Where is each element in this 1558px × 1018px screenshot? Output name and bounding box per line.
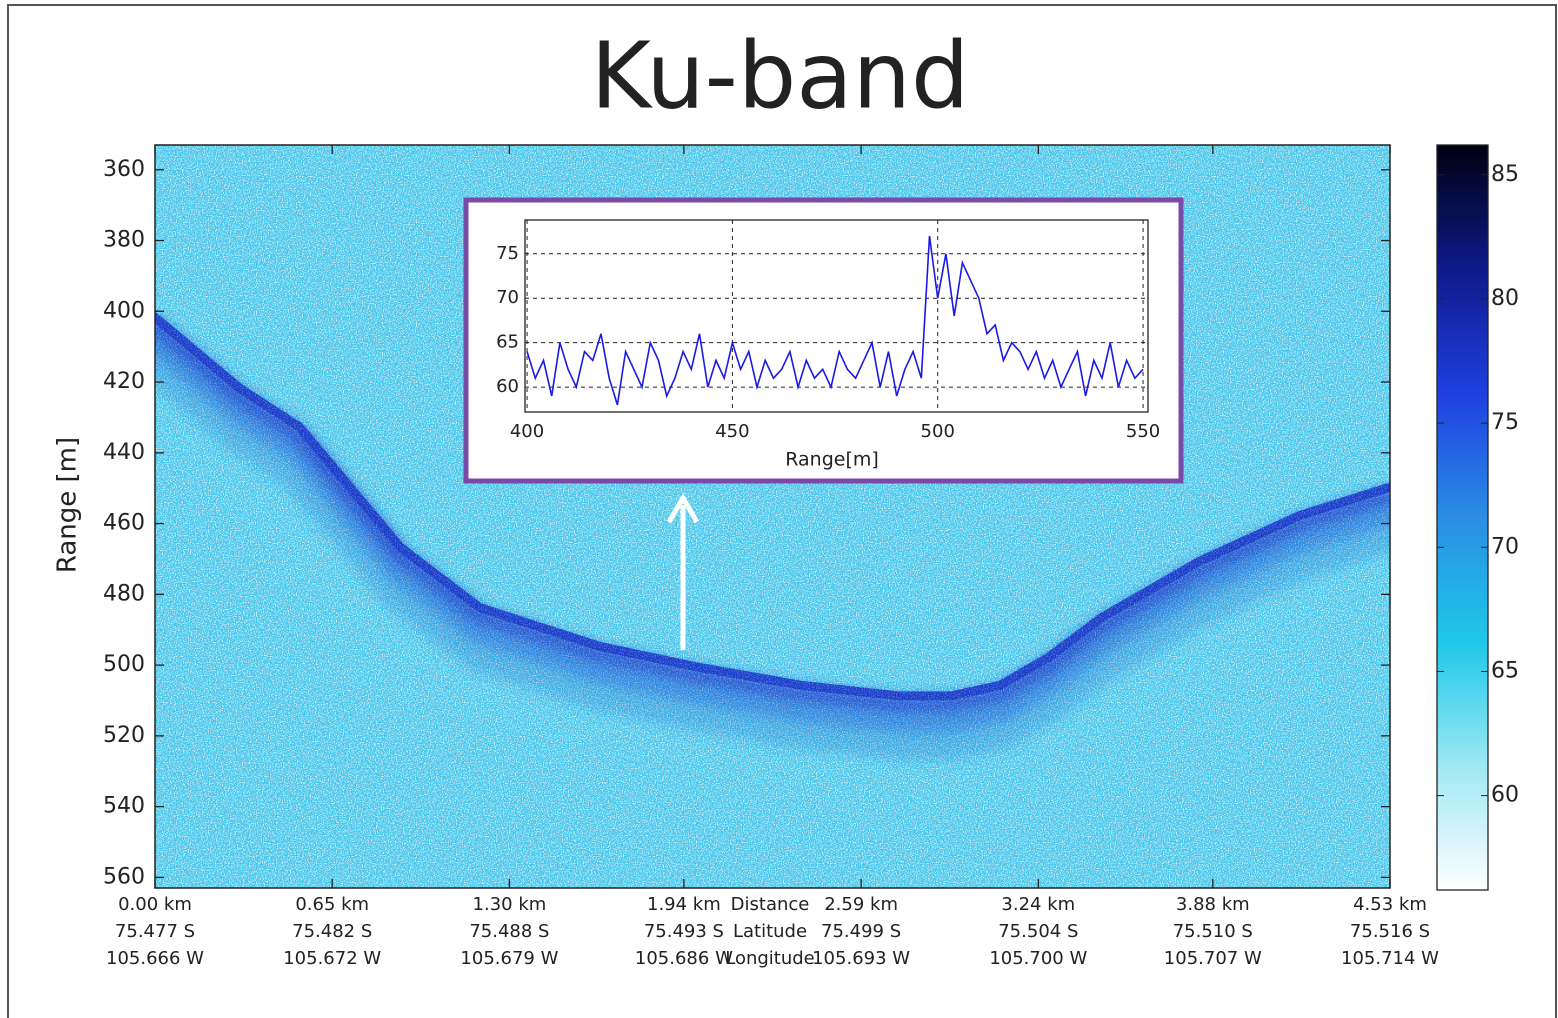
x-tick-label: 0.65 km: [295, 894, 369, 915]
row-label: Latitude: [733, 921, 807, 942]
longitude-label: 105.707 W: [1164, 948, 1262, 969]
longitude-label: 105.714 W: [1341, 948, 1439, 969]
chart-title: Ku-band: [591, 22, 970, 129]
inset-x-tick-label: 500: [921, 421, 955, 442]
row-label: Distance: [731, 894, 810, 915]
colorbar-tick-label: 85: [1491, 162, 1519, 187]
inset-x-tick-label: 450: [715, 421, 749, 442]
inset-y-tick-label: 70: [496, 287, 519, 308]
inset-x-axis-label: Range[m]: [785, 449, 879, 471]
latitude-label: 75.510 S: [1173, 921, 1253, 942]
colorbar-tick-label: 60: [1491, 783, 1519, 808]
frame: [7, 4, 1557, 1018]
y-tick-label: 400: [103, 298, 145, 323]
inset-y-tick-label: 65: [496, 332, 519, 353]
inset-x-tick-label: 550: [1126, 421, 1160, 442]
y-tick-label: 460: [103, 511, 145, 536]
latitude-label: 75.504 S: [998, 921, 1078, 942]
longitude-label: 105.693 W: [812, 948, 910, 969]
inset-frame: [524, 219, 1149, 413]
colorbar-tick-label: 80: [1491, 286, 1519, 311]
latitude-label: 75.516 S: [1350, 921, 1430, 942]
longitude-label: 105.666 W: [106, 948, 204, 969]
x-tick-label: 2.59 km: [824, 894, 898, 915]
x-tick-label: 3.24 km: [1001, 894, 1075, 915]
longitude-label: 105.686 W: [635, 948, 733, 969]
y-tick-label: 360: [103, 157, 145, 182]
row-label: Longitude: [725, 948, 815, 969]
colorbar-tick-label: 65: [1491, 658, 1519, 683]
latitude-label: 75.482 S: [292, 921, 372, 942]
inset-line: [526, 235, 1144, 406]
x-tick-label: 4.53 km: [1353, 894, 1427, 915]
y-axis-label: Range [m]: [53, 437, 83, 573]
y-tick-label: 480: [103, 581, 145, 606]
x-tick-label: 0.00 km: [118, 894, 192, 915]
colorbar-tick-label: 75: [1491, 410, 1519, 435]
x-tick-label: 3.88 km: [1176, 894, 1250, 915]
latitude-label: 75.488 S: [469, 921, 549, 942]
colorbar-tick-label: 70: [1491, 534, 1519, 559]
latitude-label: 75.477 S: [115, 921, 195, 942]
x-tick-label: 1.94 km: [647, 894, 721, 915]
x-tick-label: 1.30 km: [473, 894, 547, 915]
inset-x-tick-label: 400: [510, 421, 544, 442]
y-tick-label: 540: [103, 794, 145, 819]
y-tick-label: 520: [103, 723, 145, 748]
y-tick-label: 440: [103, 440, 145, 465]
longitude-label: 105.679 W: [460, 948, 558, 969]
inset-plot-area: [525, 220, 1148, 412]
plot-frame: [154, 144, 1391, 889]
y-tick-label: 420: [103, 369, 145, 394]
longitude-label: 105.700 W: [989, 948, 1087, 969]
y-tick-label: 500: [103, 652, 145, 677]
y-tick-label: 560: [103, 864, 145, 889]
latitude-label: 75.499 S: [821, 921, 901, 942]
latitude-label: 75.493 S: [644, 921, 724, 942]
colorbar: [1436, 144, 1489, 891]
arrow-head: [666, 493, 700, 524]
longitude-label: 105.672 W: [283, 948, 381, 969]
inset-y-tick-label: 75: [496, 243, 519, 264]
y-tick-label: 380: [103, 228, 145, 253]
inset-y-tick-label: 60: [496, 376, 519, 397]
